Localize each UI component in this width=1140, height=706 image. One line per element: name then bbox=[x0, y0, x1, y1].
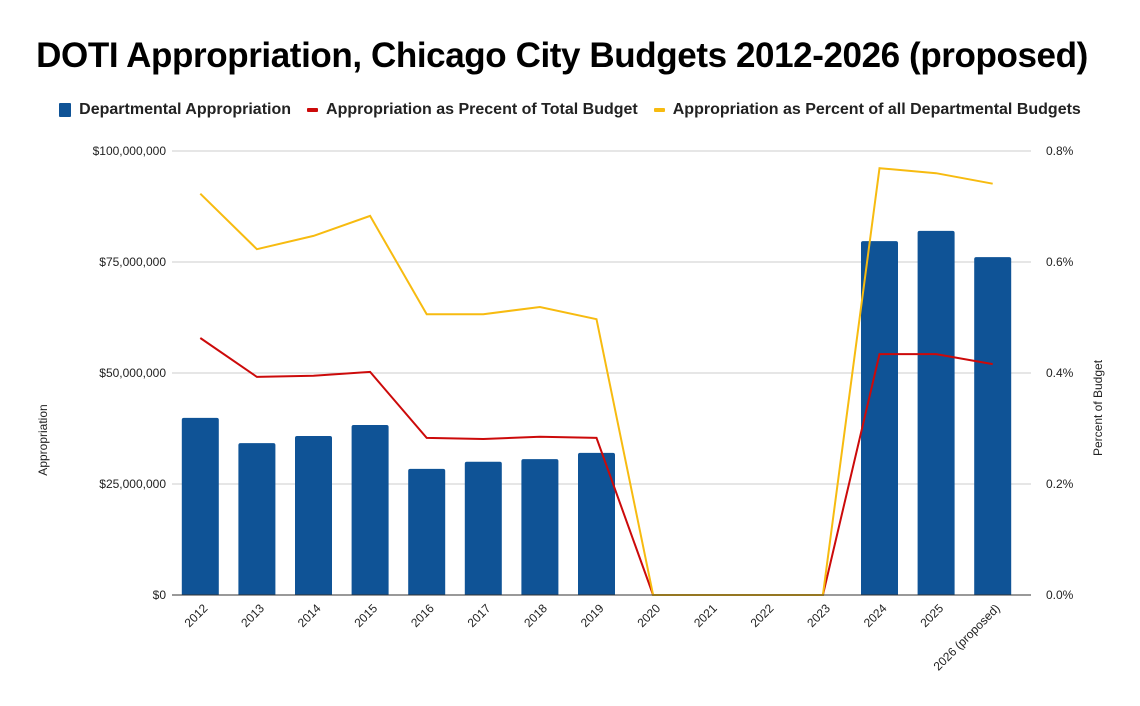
x-tick-label: 2023 bbox=[804, 601, 833, 630]
bar bbox=[238, 443, 276, 595]
x-tick-label: 2018 bbox=[521, 601, 550, 630]
legend-item-appropriation[interactable]: Departmental Appropriation bbox=[59, 101, 291, 119]
legend-swatch-bar bbox=[59, 103, 72, 117]
legend-label: Appropriation as Percent of all Departme… bbox=[672, 101, 1081, 118]
bar bbox=[295, 436, 332, 595]
series-line bbox=[199, 167, 993, 596]
x-tick-label: 2017 bbox=[465, 601, 494, 630]
x-tick-label: 2024 bbox=[861, 601, 890, 630]
bar bbox=[181, 417, 219, 595]
series-line bbox=[199, 337, 993, 596]
x-tick-label: 2021 bbox=[691, 601, 720, 630]
bar-series bbox=[181, 230, 1012, 596]
bar bbox=[351, 424, 389, 595]
x-tick-label: 2019 bbox=[578, 601, 607, 630]
y2-tick-label: 0.0% bbox=[1046, 588, 1074, 602]
bar bbox=[408, 468, 446, 595]
bar bbox=[464, 461, 502, 595]
bar bbox=[861, 241, 898, 595]
bar bbox=[521, 459, 559, 595]
y2-tick-label: 0.6% bbox=[1046, 255, 1074, 269]
y2-tick-label: 0.2% bbox=[1046, 477, 1074, 491]
legend-item-percent-departmental[interactable]: Appropriation as Percent of all Departme… bbox=[653, 101, 1081, 119]
legend: Departmental Appropriation Appropriation… bbox=[0, 101, 1140, 119]
y-tick-label: $100,000,000 bbox=[93, 144, 167, 158]
x-tick-label: 2025 bbox=[917, 601, 946, 630]
x-tick-label: 2014 bbox=[295, 601, 324, 630]
legend-swatch-line bbox=[653, 108, 665, 112]
x-tick-label: 2012 bbox=[182, 601, 211, 630]
chart-title: DOTI Appropriation, Chicago City Budgets… bbox=[36, 36, 1088, 75]
y-tick-label: $25,000,000 bbox=[99, 477, 166, 491]
x-tick-label: 2020 bbox=[634, 601, 663, 630]
gridlines bbox=[172, 150, 1031, 485]
y-axis-title: Appropriation bbox=[36, 404, 50, 475]
bar bbox=[974, 257, 1012, 595]
bar bbox=[917, 230, 955, 596]
legend-label: Appropriation as Precent of Total Budget bbox=[326, 101, 638, 118]
y-tick-label: $0 bbox=[153, 588, 167, 602]
y2-tick-label: 0.8% bbox=[1046, 144, 1074, 158]
x-tick-label: 2013 bbox=[238, 601, 267, 630]
x-tick-label: 2016 bbox=[408, 601, 437, 630]
y2-axis-title: Percent of Budget bbox=[1091, 359, 1105, 456]
bar bbox=[578, 452, 615, 595]
legend-label: Departmental Appropriation bbox=[79, 101, 292, 118]
legend-item-percent-total[interactable]: Appropriation as Precent of Total Budget bbox=[307, 101, 638, 119]
x-tick-label: 2015 bbox=[351, 601, 380, 630]
y-tick-label: $50,000,000 bbox=[99, 366, 166, 380]
legend-swatch-line bbox=[307, 108, 319, 112]
y2-tick-label: 0.4% bbox=[1046, 366, 1074, 380]
y-tick-label: $75,000,000 bbox=[99, 255, 166, 269]
x-tick-label: 2022 bbox=[748, 601, 777, 630]
